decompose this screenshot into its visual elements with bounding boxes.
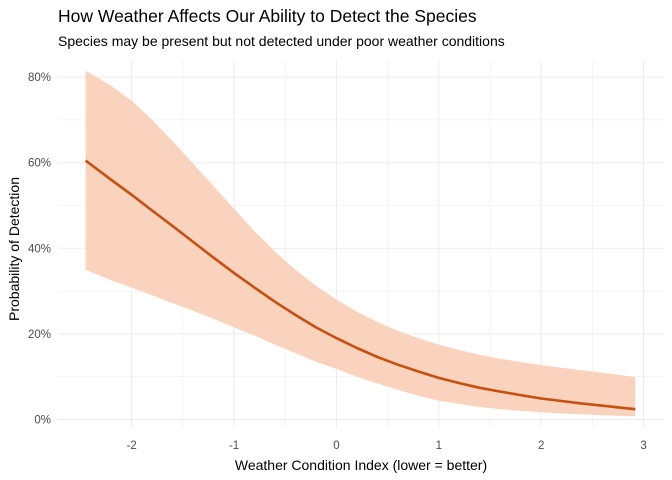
chart-title: How Weather Affects Our Ability to Detec… bbox=[58, 6, 477, 26]
y-axis-title: Probability of Detection bbox=[6, 177, 22, 321]
y-tick-label: 20% bbox=[28, 329, 51, 341]
x-tick-labels: -2 -1 0 1 2 3 bbox=[127, 440, 647, 452]
x-axis-title: Weather Condition Index (lower = better) bbox=[235, 457, 487, 473]
confidence-band bbox=[85, 70, 636, 417]
y-tick-label: 60% bbox=[28, 158, 51, 170]
x-tick-label: 3 bbox=[640, 440, 646, 452]
y-tick-label: 0% bbox=[34, 414, 51, 426]
detection-probability-line bbox=[84, 159, 636, 411]
x-tick-label: -2 bbox=[127, 440, 137, 452]
x-tick-label: 2 bbox=[538, 440, 544, 452]
x-tick-label: -1 bbox=[229, 440, 239, 452]
x-tick-label: 1 bbox=[436, 440, 442, 452]
y-tick-label: 40% bbox=[28, 243, 51, 255]
y-tick-label: 80% bbox=[28, 72, 51, 84]
x-tick-label: 0 bbox=[333, 440, 339, 452]
y-tick-labels: 0% 20% 40% 60% 80% bbox=[28, 72, 51, 426]
chart-subtitle: Species may be present but not detected … bbox=[58, 33, 505, 49]
